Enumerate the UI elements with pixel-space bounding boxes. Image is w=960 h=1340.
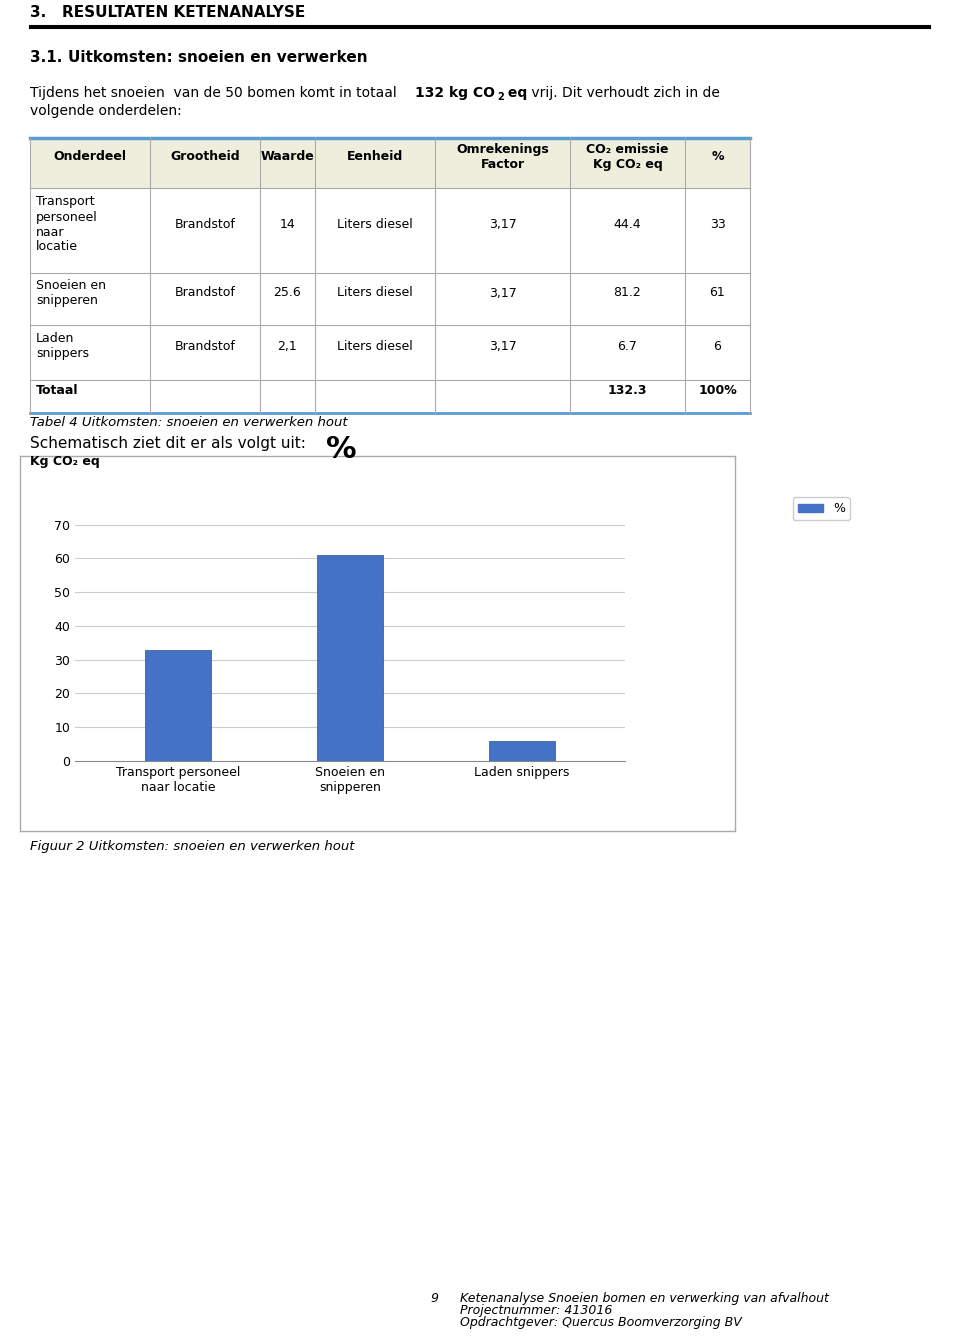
- Text: Eenheid: Eenheid: [347, 150, 403, 163]
- Text: volgende onderdelen:: volgende onderdelen:: [30, 105, 181, 118]
- Text: Ketenanalyse Snoeien bomen en verwerking van afvalhout: Ketenanalyse Snoeien bomen en verwerking…: [460, 1292, 828, 1305]
- Text: vrij. Dit verhoudt zich in de: vrij. Dit verhoudt zich in de: [527, 86, 720, 100]
- Text: %: %: [326, 436, 357, 464]
- Text: 3,17: 3,17: [489, 287, 516, 300]
- Text: 14: 14: [279, 218, 296, 230]
- Legend: %: %: [793, 497, 850, 520]
- Text: 132.3: 132.3: [608, 385, 647, 397]
- Text: 6.7: 6.7: [617, 340, 637, 352]
- Text: eq: eq: [503, 86, 527, 100]
- Text: 25.6: 25.6: [274, 287, 301, 300]
- Text: Uitkomsten: snoeien en verwerken: Uitkomsten: snoeien en verwerken: [68, 50, 368, 66]
- Text: 3.: 3.: [30, 5, 46, 20]
- Bar: [30, 138, 750, 188]
- Text: Opdrachtgever: Quercus Boomverzorging BV: Opdrachtgever: Quercus Boomverzorging BV: [460, 1316, 742, 1329]
- Text: Figuur 2 Uitkomsten: snoeien en verwerken hout: Figuur 2 Uitkomsten: snoeien en verwerke…: [30, 840, 354, 854]
- Text: Projectnummer: 413016: Projectnummer: 413016: [460, 1304, 612, 1317]
- Text: Brandstof: Brandstof: [175, 340, 235, 352]
- Text: Omrekenings
Factor: Omrekenings Factor: [456, 143, 549, 172]
- Text: 33: 33: [709, 218, 726, 230]
- Text: Tijdens het snoeien  van de 50 bomen komt in totaal: Tijdens het snoeien van de 50 bomen komt…: [30, 86, 401, 100]
- Text: Schematisch ziet dit er als volgt uit:: Schematisch ziet dit er als volgt uit:: [30, 436, 306, 452]
- Text: 3,17: 3,17: [489, 218, 516, 230]
- Text: CO₂ emissie
Kg CO₂ eq: CO₂ emissie Kg CO₂ eq: [587, 143, 669, 172]
- Text: Onderdeel: Onderdeel: [54, 150, 127, 163]
- Text: Brandstof: Brandstof: [175, 218, 235, 230]
- Text: 61: 61: [709, 287, 726, 300]
- Text: Tabel 4 Uitkomsten: snoeien en verwerken hout: Tabel 4 Uitkomsten: snoeien en verwerken…: [30, 415, 348, 429]
- Text: Transport
personeel
naar
locatie: Transport personeel naar locatie: [36, 196, 98, 253]
- Text: Liters diesel: Liters diesel: [337, 218, 413, 230]
- Bar: [318, 555, 383, 761]
- Text: Kg CO₂ eq: Kg CO₂ eq: [30, 456, 100, 468]
- Text: 2: 2: [497, 92, 504, 102]
- Text: 44.4: 44.4: [613, 218, 641, 230]
- Bar: [146, 650, 211, 761]
- Text: Brandstof: Brandstof: [175, 287, 235, 300]
- Text: Waarde: Waarde: [260, 150, 314, 163]
- Text: 9: 9: [430, 1292, 438, 1305]
- Text: Totaal: Totaal: [36, 385, 79, 397]
- Text: 100%: 100%: [698, 385, 737, 397]
- Text: Liters diesel: Liters diesel: [337, 340, 413, 352]
- Text: Liters diesel: Liters diesel: [337, 287, 413, 300]
- Text: 2,1: 2,1: [277, 340, 298, 352]
- Text: RESULTATEN KETENANALYSE: RESULTATEN KETENANALYSE: [62, 5, 305, 20]
- Text: Snoeien en
snipperen: Snoeien en snipperen: [36, 279, 106, 307]
- Text: 3,17: 3,17: [489, 340, 516, 352]
- Bar: [490, 741, 555, 761]
- Text: 81.2: 81.2: [613, 287, 641, 300]
- Text: 132 kg CO: 132 kg CO: [415, 86, 495, 100]
- Text: %: %: [711, 150, 724, 163]
- Text: Grootheid: Grootheid: [170, 150, 240, 163]
- Text: 6: 6: [713, 340, 721, 352]
- Text: Laden
snippers: Laden snippers: [36, 332, 89, 360]
- Text: 3.1.: 3.1.: [30, 50, 62, 66]
